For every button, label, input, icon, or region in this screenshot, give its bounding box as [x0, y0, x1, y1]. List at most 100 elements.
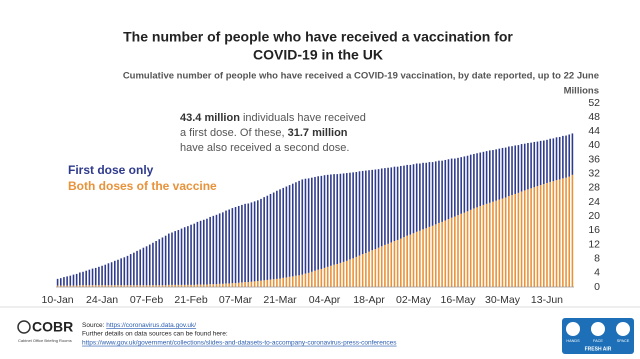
bar-segment	[387, 243, 389, 287]
bar-segment	[168, 284, 170, 287]
bar-segment	[447, 159, 450, 220]
bar-segment	[241, 282, 243, 287]
bar-segment	[450, 217, 453, 287]
bar-segment	[463, 212, 466, 287]
bar-segment	[269, 279, 272, 287]
bar-segment	[469, 209, 472, 287]
bar-segment	[291, 276, 294, 287]
bar-segment	[79, 285, 81, 287]
bar-segment	[323, 267, 326, 287]
bar-segment	[139, 249, 142, 286]
bar-segment	[447, 219, 450, 287]
bar-segment	[288, 276, 291, 287]
legend-label: First dose only	[68, 163, 154, 177]
bar-segment	[174, 284, 176, 287]
y-tick-label: 12	[588, 238, 600, 250]
bar-segment	[317, 176, 319, 270]
bar-segment	[282, 277, 285, 287]
bar-segment	[511, 146, 513, 195]
bar-segment	[336, 174, 339, 264]
bar-segment	[466, 155, 469, 212]
bar-segment	[190, 284, 192, 287]
bar-segment	[129, 285, 132, 287]
bar-segment	[120, 285, 122, 287]
bar-segment	[412, 233, 415, 287]
bar-segment	[304, 273, 307, 287]
y-tick-label: 8	[594, 252, 600, 264]
bar-segment	[260, 198, 262, 281]
source-link[interactable]: https://coronavirus.data.gov.uk/	[106, 322, 196, 329]
bar-segment	[320, 175, 323, 269]
bar-segment	[142, 247, 145, 286]
bar-segment	[66, 285, 68, 287]
bar-segment	[145, 285, 148, 287]
bar-segment	[282, 187, 285, 278]
bar-segment	[212, 284, 215, 287]
bar-segment	[276, 190, 278, 279]
y-tick-label: 0	[594, 281, 600, 293]
bar-segment	[307, 272, 310, 287]
bar-segment	[222, 283, 224, 287]
bar-segment	[206, 218, 208, 285]
bar-segment	[326, 266, 329, 287]
bar-segment	[218, 213, 221, 284]
bar-segment	[380, 246, 383, 287]
bar-segment	[320, 268, 323, 287]
bar-segment	[396, 166, 399, 240]
bar-segment	[434, 161, 437, 225]
bar-segment	[434, 224, 437, 287]
bar-segment	[237, 205, 240, 283]
bar-segment	[558, 136, 561, 180]
bar-segment	[59, 285, 62, 287]
bar-segment	[371, 169, 373, 251]
bar-segment	[406, 235, 408, 287]
bar-segment	[263, 197, 265, 281]
bar-segment	[161, 285, 164, 287]
bar-segment	[298, 180, 300, 276]
bar-segment	[190, 224, 192, 285]
bar-segment	[476, 153, 478, 208]
bar-segment	[196, 221, 199, 285]
bar-segment	[352, 258, 354, 287]
bar-segment	[345, 173, 348, 261]
bar-segment	[285, 186, 288, 278]
bar-segment	[209, 284, 211, 287]
bar-segment	[387, 167, 389, 244]
bar-segment	[75, 285, 78, 287]
bar-segment	[101, 285, 103, 287]
bar-segment	[517, 192, 520, 287]
bar-segment	[158, 239, 161, 286]
bar-segment	[454, 158, 456, 217]
bar-segment	[396, 239, 399, 287]
bar-segment	[202, 284, 205, 287]
bar-segment	[113, 260, 116, 286]
bar-segment	[228, 283, 230, 287]
bar-segment	[514, 145, 517, 194]
bar-segment	[390, 167, 393, 243]
x-tick-label: 07-Feb	[130, 294, 163, 306]
details-link[interactable]: https://www.gov.uk/government/collection…	[82, 340, 397, 347]
bar-segment	[555, 180, 558, 287]
bar-segment	[212, 215, 215, 285]
annotation: 43.4 million individuals have received a …	[180, 112, 366, 154]
bar-segment	[59, 278, 62, 286]
bar-segment	[501, 198, 504, 287]
bar-segment	[155, 285, 157, 287]
bar-segment	[82, 285, 84, 287]
bar-segment	[168, 233, 170, 285]
bar-segment	[492, 150, 494, 202]
bar-segment	[384, 244, 386, 287]
bar-segment	[152, 285, 154, 287]
y-tick-label: 36	[588, 153, 600, 165]
annotation-part: a first dose. Of these,	[180, 127, 288, 139]
bar-segment	[422, 162, 424, 230]
bar-segment	[492, 201, 494, 287]
bar-segment	[279, 189, 281, 279]
bar-segment	[393, 166, 396, 241]
bar-segment	[110, 262, 113, 286]
bar-segment	[285, 277, 288, 287]
chart-subtitle: Cumulative number of people who have rec…	[123, 71, 599, 82]
y-tick-label: 20	[588, 210, 600, 222]
bar-segment	[377, 247, 380, 287]
bar-segment	[79, 272, 81, 286]
